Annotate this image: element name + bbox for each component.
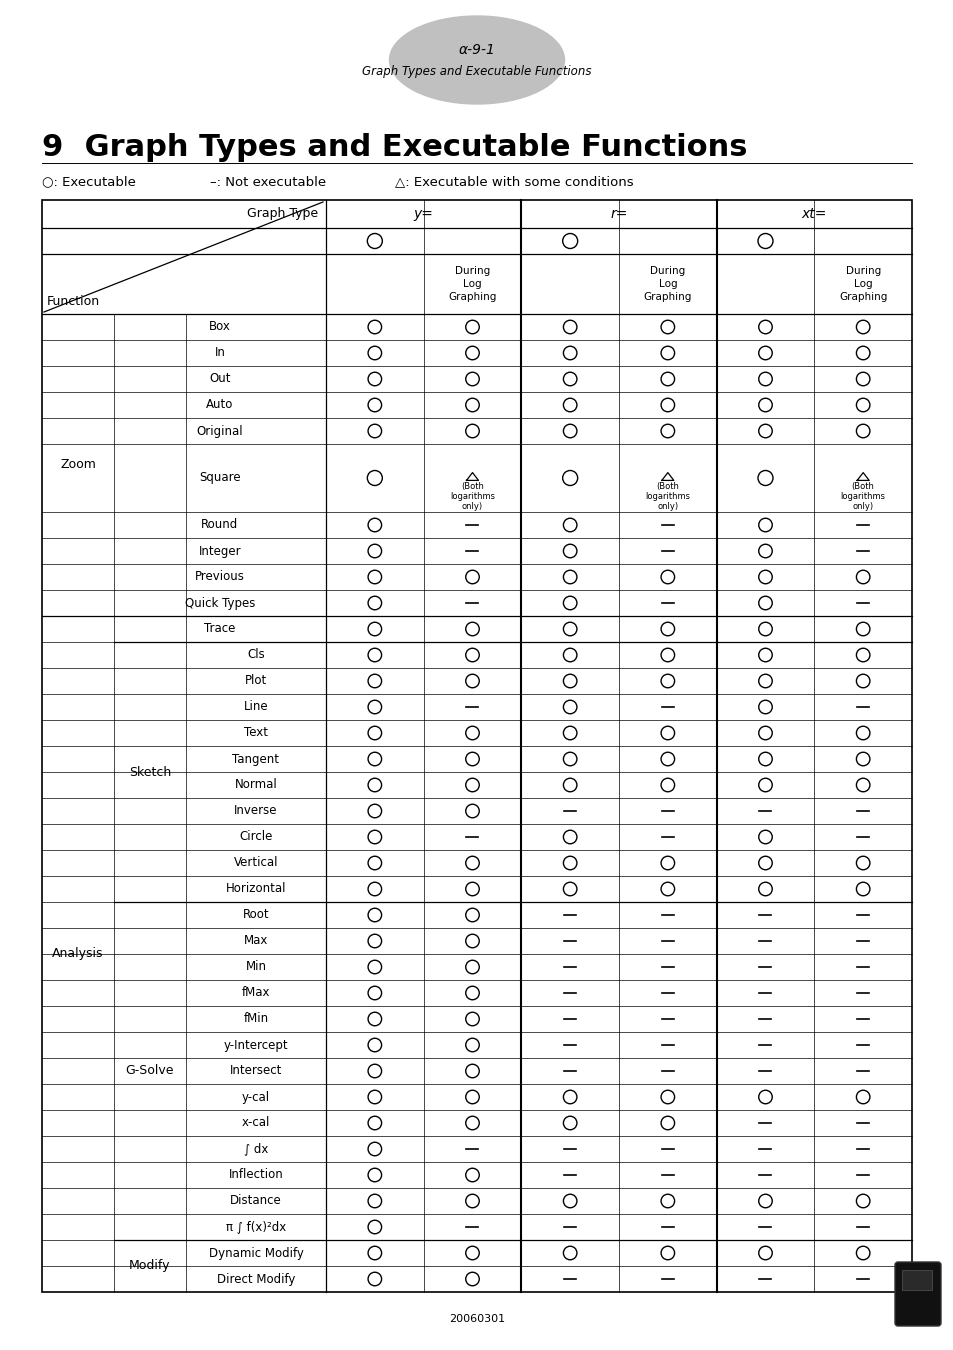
- Ellipse shape: [389, 16, 564, 104]
- Text: Out: Out: [209, 373, 231, 386]
- Text: Horizontal: Horizontal: [226, 883, 286, 895]
- Text: Analysis: Analysis: [52, 948, 104, 960]
- Text: Circle: Circle: [239, 830, 273, 844]
- Text: Intersect: Intersect: [230, 1065, 282, 1077]
- Text: Tangent: Tangent: [233, 752, 279, 765]
- Text: Sketch: Sketch: [129, 765, 171, 779]
- Text: y-cal: y-cal: [242, 1091, 270, 1103]
- Text: Plot: Plot: [245, 675, 267, 687]
- Text: Normal: Normal: [234, 779, 277, 791]
- Text: Root: Root: [242, 909, 269, 922]
- Text: Auto: Auto: [206, 398, 233, 412]
- Text: y=: y=: [414, 207, 434, 221]
- Text: fMax: fMax: [241, 987, 270, 999]
- Text: Graph Type: Graph Type: [247, 208, 317, 220]
- Text: During
Log
Graphing: During Log Graphing: [838, 266, 886, 302]
- Text: Max: Max: [244, 934, 268, 948]
- Text: 20060301: 20060301: [449, 1314, 504, 1324]
- Text: Distance: Distance: [230, 1195, 281, 1207]
- Text: x-cal: x-cal: [241, 1116, 270, 1130]
- Text: Original: Original: [196, 424, 243, 437]
- Text: (Both
logarithms
only): (Both logarithms only): [450, 482, 495, 512]
- Text: During
Log
Graphing: During Log Graphing: [448, 266, 497, 302]
- Text: Modify: Modify: [129, 1260, 171, 1273]
- Text: ∫ dx: ∫ dx: [244, 1142, 268, 1156]
- Text: Direct Modify: Direct Modify: [216, 1273, 294, 1285]
- Text: Text: Text: [244, 726, 268, 740]
- Text: Function: Function: [47, 296, 100, 308]
- Text: G-Solve: G-Solve: [126, 1065, 174, 1077]
- Text: (Both
logarithms
only): (Both logarithms only): [644, 482, 690, 512]
- FancyBboxPatch shape: [894, 1262, 940, 1326]
- Text: ○: Executable: ○: Executable: [42, 176, 135, 189]
- Text: xt=: xt=: [801, 207, 826, 221]
- Text: During
Log
Graphing: During Log Graphing: [643, 266, 691, 302]
- Bar: [42, 200, 911, 1292]
- Text: α-9-1: α-9-1: [458, 43, 495, 57]
- Text: –: Not executable: –: Not executable: [210, 176, 326, 189]
- Text: Line: Line: [243, 701, 268, 714]
- Text: r=: r=: [610, 207, 627, 221]
- Text: Inflection: Inflection: [229, 1169, 283, 1181]
- Text: Round: Round: [201, 518, 238, 532]
- Text: π ∫ f(x)²dx: π ∫ f(x)²dx: [226, 1220, 286, 1234]
- Text: Inverse: Inverse: [234, 805, 277, 818]
- Text: Cls: Cls: [247, 648, 265, 662]
- Text: Graph Types and Executable Functions: Graph Types and Executable Functions: [362, 66, 591, 78]
- Text: Quick Types: Quick Types: [185, 597, 254, 609]
- Text: △: Executable with some conditions: △: Executable with some conditions: [395, 176, 633, 189]
- Text: In: In: [214, 347, 225, 359]
- Text: Square: Square: [199, 471, 240, 485]
- Text: y-Intercept: y-Intercept: [223, 1038, 288, 1052]
- Text: 9  Graph Types and Executable Functions: 9 Graph Types and Executable Functions: [42, 134, 747, 162]
- Text: Previous: Previous: [194, 571, 245, 583]
- Text: Trace: Trace: [204, 622, 235, 636]
- Text: Box: Box: [209, 320, 231, 333]
- Text: Zoom: Zoom: [60, 459, 96, 471]
- Bar: [901, 1270, 931, 1291]
- Text: Dynamic Modify: Dynamic Modify: [209, 1246, 303, 1260]
- Text: fMin: fMin: [243, 1012, 269, 1026]
- Text: Vertical: Vertical: [233, 856, 278, 869]
- Text: Min: Min: [245, 960, 266, 973]
- Text: (Both
logarithms
only): (Both logarithms only): [840, 482, 884, 512]
- Text: Integer: Integer: [198, 544, 241, 558]
